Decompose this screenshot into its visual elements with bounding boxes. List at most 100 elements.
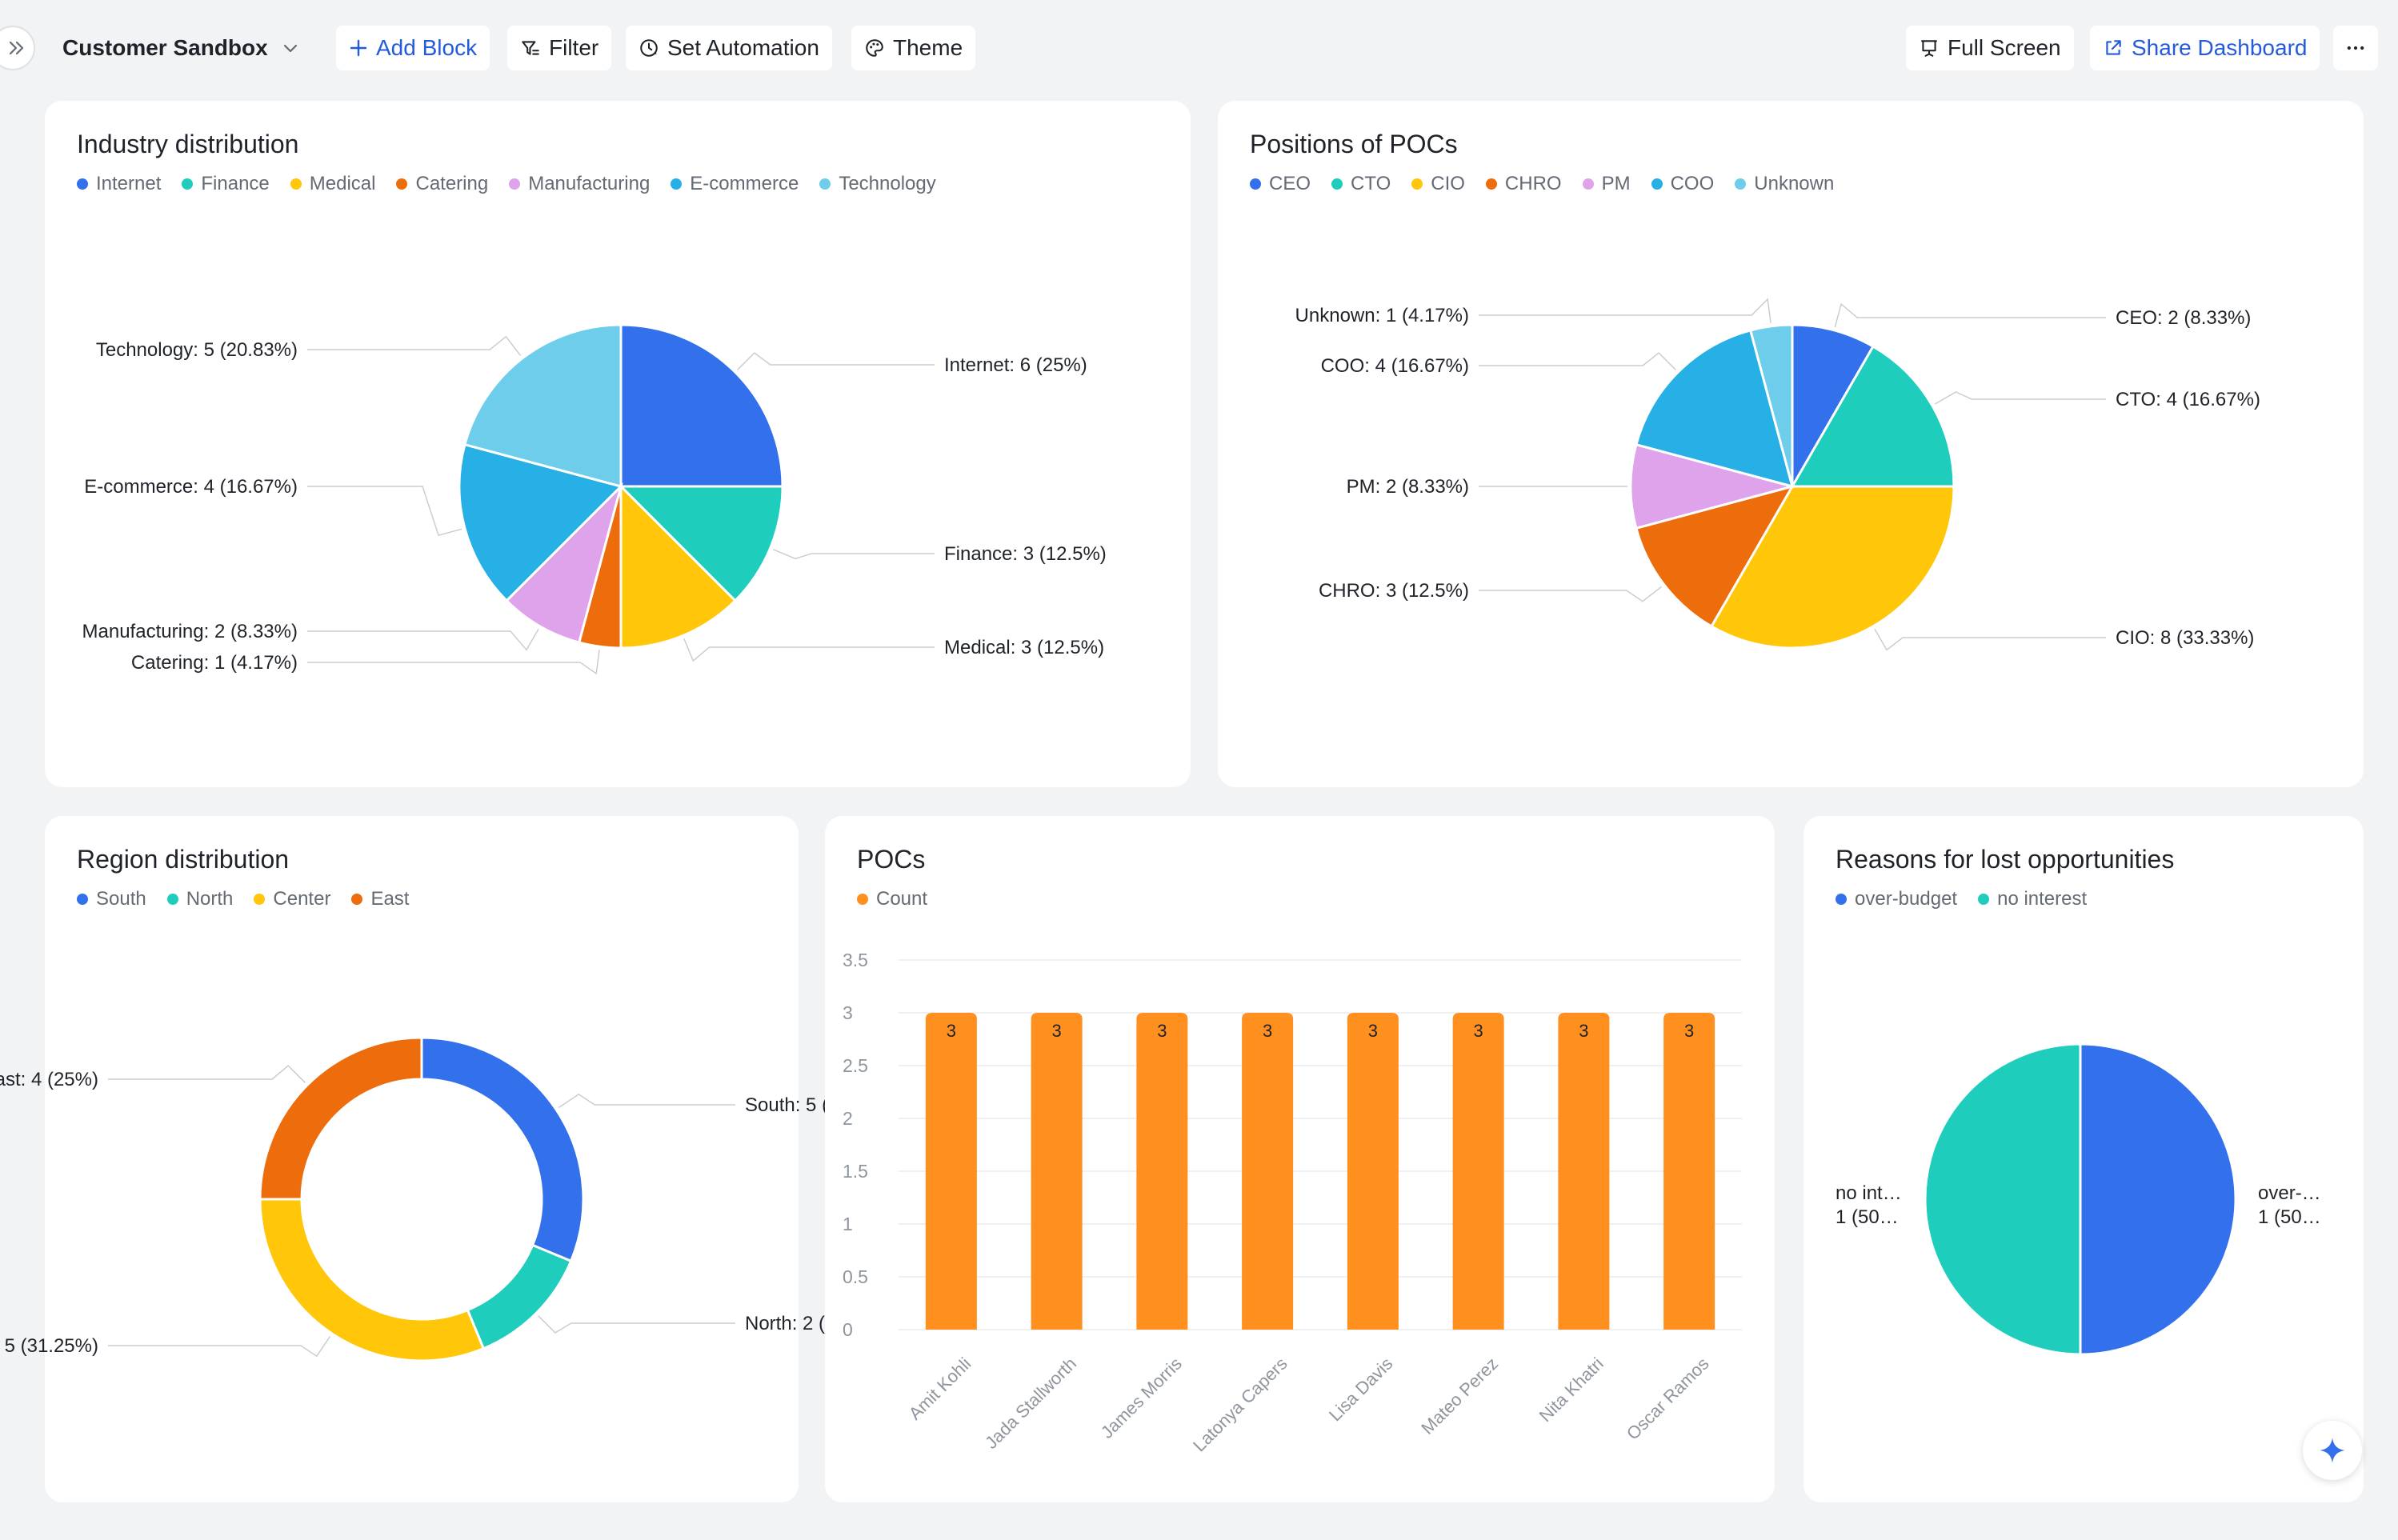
slice-label: 1 (50…	[1836, 1206, 1899, 1228]
legend-item[interactable]: Technology	[819, 173, 936, 195]
leader-line	[1935, 391, 2106, 405]
leader-line	[683, 638, 935, 662]
slice-label: 1 (50…	[2258, 1206, 2321, 1228]
bar[interactable]	[1242, 1013, 1294, 1330]
add-block-label: Add Block	[376, 35, 478, 60]
legend-item[interactable]: Internet	[77, 173, 161, 195]
bar[interactable]	[1663, 1013, 1715, 1330]
bar[interactable]	[1452, 1013, 1504, 1330]
slice-label: Medical: 3 (12.5%)	[944, 637, 1104, 658]
legend-item[interactable]: no interest	[1978, 888, 2087, 910]
pie-slice[interactable]	[505, 482, 623, 644]
bar-data-label: 3	[1263, 1021, 1272, 1041]
legend-item[interactable]: Medical	[290, 173, 376, 195]
bar[interactable]	[1347, 1013, 1399, 1330]
pie-slice[interactable]	[618, 485, 784, 602]
collapse-sidebar-button[interactable]	[0, 26, 35, 70]
legend-item[interactable]: South	[77, 888, 146, 910]
legend-item[interactable]: COO	[1651, 173, 1714, 195]
x-tick-label: Amit Kohli	[905, 1354, 975, 1424]
pie-slice[interactable]	[1790, 345, 1956, 488]
slice-label: over-…	[2258, 1182, 2321, 1204]
filter-button[interactable]: Filter	[507, 26, 612, 70]
theme-button[interactable]: Theme	[851, 26, 976, 70]
legend-item[interactable]: Manufacturing	[509, 173, 650, 195]
region-distribution-card[interactable]: Region distribution South North Center East…	[0, 816, 899, 1502]
pie-slice[interactable]	[258, 1036, 423, 1201]
pie-slice[interactable]	[420, 1036, 585, 1263]
slice-label: PM: 2 (8.33%)	[1347, 476, 1469, 498]
leader-line	[1479, 352, 1676, 370]
region-donut-chart: South: 5 (31.25%)North: 2 (12.5%)Center:…	[0, 1036, 899, 1362]
full-screen-button[interactable]: Full Screen	[1906, 26, 2074, 70]
pie-slice[interactable]	[463, 323, 623, 488]
legend-item[interactable]: North	[166, 888, 233, 910]
legend-item[interactable]: E-commerce	[671, 173, 799, 195]
pie-slice[interactable]	[1924, 1042, 2082, 1356]
legend-swatch	[1485, 178, 1497, 190]
y-tick-label: 2	[843, 1108, 853, 1129]
chart-legend: over-budget no interest	[1836, 888, 2087, 910]
pie-slice[interactable]	[2079, 1042, 2237, 1356]
legend-item[interactable]: PM	[1582, 173, 1631, 195]
legend-item[interactable]: Center	[254, 888, 330, 910]
legend-item[interactable]: CIO	[1411, 173, 1465, 195]
legend-item[interactable]: Count	[857, 888, 927, 910]
legend-label: Catering	[415, 173, 489, 194]
pie-slice[interactable]	[1635, 329, 1795, 489]
legend-swatch	[1735, 178, 1747, 190]
pie-slice[interactable]	[1748, 323, 1794, 487]
legend-label: Internet	[96, 173, 162, 194]
pie-slice[interactable]	[1709, 485, 1956, 650]
legend-label: Unknown	[1754, 173, 1835, 194]
pie-slice[interactable]	[258, 1198, 486, 1362]
legend-label: Medical	[309, 173, 376, 194]
bar-data-label: 3	[1157, 1021, 1167, 1041]
legend-item[interactable]: CTO	[1331, 173, 1391, 195]
bar[interactable]	[1558, 1013, 1610, 1330]
legend-item[interactable]: East	[351, 888, 409, 910]
legend-item[interactable]: CHRO	[1485, 173, 1562, 195]
legend-label: Finance	[201, 173, 270, 194]
slice-label: COO: 4 (16.67%)	[1321, 355, 1469, 377]
industry-distribution-card[interactable]: Industry distribution Internet Finance Med…	[45, 101, 1191, 787]
pie-slice[interactable]	[1635, 484, 1795, 628]
legend-swatch	[351, 894, 363, 905]
pie-slice[interactable]	[1791, 323, 1876, 491]
pie-slice[interactable]	[458, 442, 623, 602]
pocs-bar-chart: 0 0.5 1 1.5 2 2.5 3 3.5 3 Amit Kohli 3 Jada Stallwo…	[843, 950, 1742, 1455]
bar[interactable]	[1031, 1013, 1083, 1330]
leader-line	[773, 549, 935, 560]
slice-label: Internet: 6 (25%)	[944, 354, 1087, 376]
bar-data-label: 3	[1579, 1021, 1588, 1041]
positions-of-pocs-card[interactable]: Positions of POCs CEO CTO CIO CHRO PM COO Unkn…	[1218, 101, 2364, 787]
y-tick-label: 1	[843, 1214, 853, 1234]
bar[interactable]	[1136, 1013, 1188, 1330]
legend-label: no interest	[1997, 888, 2088, 910]
legend-label: Manufacturing	[528, 173, 651, 194]
pie-slice[interactable]	[619, 483, 737, 650]
bar[interactable]	[925, 1013, 977, 1330]
more-options-button[interactable]	[2333, 26, 2378, 70]
pie-slice[interactable]	[1629, 442, 1797, 530]
slice-label: East: 4 (25%)	[0, 1069, 98, 1090]
lost-opportunities-card[interactable]: Reasons for lost opportunities over-budg…	[1804, 816, 2364, 1502]
pie-slice[interactable]	[619, 323, 784, 488]
legend-swatch	[396, 178, 408, 190]
legend-item[interactable]: Unknown	[1735, 173, 1834, 195]
leader-line	[307, 335, 522, 357]
dashboard-title-dropdown[interactable]: Customer Sandbox	[62, 27, 300, 69]
add-block-button[interactable]: Add Block	[336, 26, 490, 70]
legend-item[interactable]: Catering	[396, 173, 488, 195]
legend-item[interactable]: Finance	[182, 173, 270, 195]
share-dashboard-button[interactable]: Share Dashboard	[2090, 26, 2320, 70]
legend-item[interactable]: CEO	[1250, 173, 1311, 195]
set-automation-button[interactable]: Set Automation	[626, 26, 832, 70]
leader-line	[108, 1065, 306, 1083]
ai-assistant-button[interactable]	[2303, 1421, 2362, 1480]
pocs-card[interactable]: POCs Count 0 0.5 1 1.5 2 2.5 3 3.5 3 Amit Kohli 3 J…	[825, 816, 1775, 1502]
x-tick-label: Nita Khatri	[1535, 1354, 1607, 1426]
x-tick-label: James Morris	[1097, 1354, 1186, 1442]
legend-item[interactable]: over-budget	[1836, 888, 1957, 910]
industry-pie-chart: Internet: 6 (25%) Finance: 3 (12.5%) Medic…	[82, 323, 1107, 675]
